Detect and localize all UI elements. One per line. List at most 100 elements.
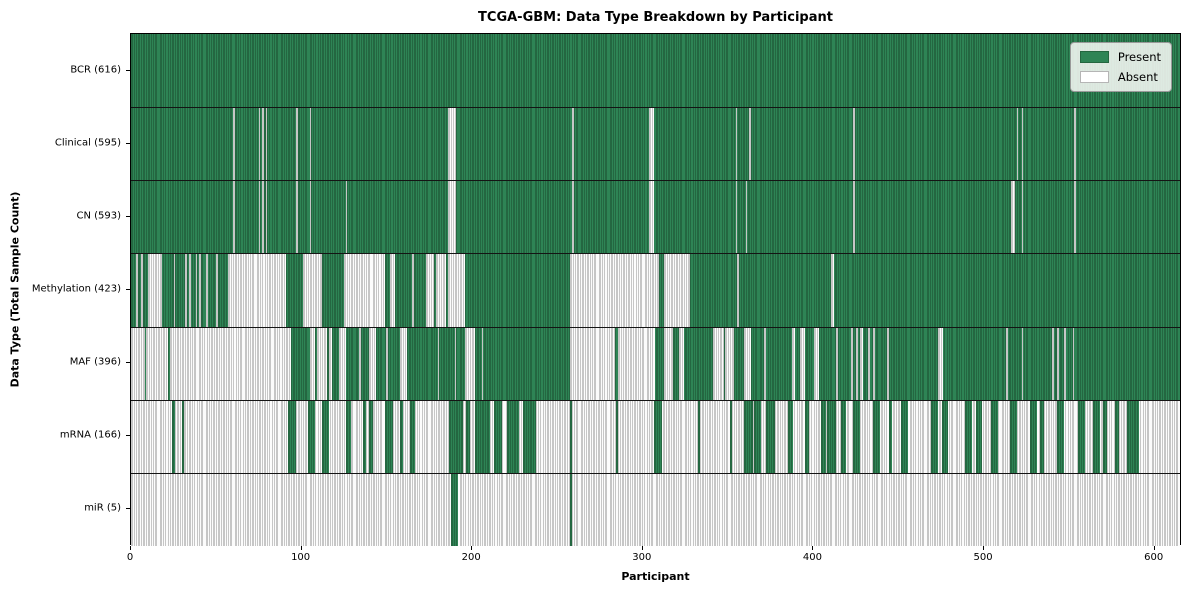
y-tick-mark	[126, 362, 130, 364]
absent-segment	[328, 326, 332, 400]
y-tick-label-bcr: BCR (616)	[70, 64, 121, 76]
present-segment	[1077, 399, 1085, 473]
present-segment	[449, 399, 464, 473]
absent-segment	[853, 107, 855, 181]
y-tick-label-mrna: mRNA (166)	[59, 429, 121, 441]
absent-segment	[205, 253, 208, 327]
absent-segment	[265, 107, 268, 181]
y-tick-mark	[126, 215, 130, 217]
absent-segment	[262, 107, 264, 181]
absent-segment	[572, 107, 574, 181]
x-tick-label-0: 0	[126, 552, 134, 563]
x-tick-mark	[300, 546, 302, 550]
present-segment	[931, 399, 939, 473]
absent-segment	[744, 326, 751, 400]
present-segment	[171, 399, 176, 473]
absent-segment	[309, 326, 315, 400]
present-segment	[698, 399, 700, 473]
x-tick-label-400: 400	[802, 552, 822, 563]
absent-segment	[136, 253, 138, 327]
absent-segment	[338, 326, 346, 400]
present-segment	[182, 399, 184, 473]
absent-segment	[309, 180, 312, 254]
y-tick-mark	[126, 69, 130, 71]
present-segment	[451, 472, 458, 546]
x-tick-mark	[983, 546, 985, 550]
absent-segment	[1011, 180, 1015, 254]
present-segment	[308, 399, 315, 473]
legend-label-absent: Absent	[1117, 70, 1158, 84]
chart-title: TCGA-GBM: Data Type Breakdown by Partici…	[478, 10, 833, 25]
y-tick-label-clinical: Clinical (595)	[54, 137, 121, 149]
absent-segment	[1057, 326, 1060, 400]
absent-segment	[296, 180, 298, 254]
absent-segment	[425, 253, 435, 327]
absent-segment	[648, 107, 654, 181]
absent-segment	[1016, 107, 1019, 181]
present-segment	[522, 399, 537, 473]
absent-segment	[258, 107, 261, 181]
absent-segment	[830, 253, 835, 327]
present-segment	[570, 399, 573, 473]
absent-segment	[570, 253, 659, 327]
absent-segment	[1064, 326, 1066, 400]
present-segment	[1127, 399, 1140, 473]
present-segment	[345, 399, 351, 473]
absent-segment	[572, 180, 574, 254]
legend-entry-absent: Absent	[1079, 70, 1161, 84]
absent-segment	[664, 253, 690, 327]
row-separator	[131, 399, 1180, 401]
present-segment	[287, 399, 297, 473]
y-tick-mark	[126, 508, 130, 510]
present-segment	[369, 399, 373, 473]
absent-segment	[265, 180, 268, 254]
absent-swatch	[1079, 71, 1109, 83]
absent-segment	[464, 326, 475, 400]
absent-segment	[302, 253, 322, 327]
present-segment	[1103, 399, 1107, 473]
heatmap-row-maf	[131, 326, 1180, 400]
present-segment	[1040, 399, 1044, 473]
present-segment	[466, 399, 470, 473]
heatmap-row-bcr	[131, 34, 1180, 108]
y-tick-label-methylation: Methylation (423)	[31, 283, 121, 295]
absent-segment	[146, 326, 169, 400]
present-segment	[841, 399, 847, 473]
legend-label-present: Present	[1117, 50, 1161, 64]
absent-segment	[851, 326, 854, 400]
x-tick-mark	[812, 546, 814, 550]
absent-segment	[618, 326, 656, 400]
absent-segment	[648, 180, 654, 254]
absent-segment	[148, 253, 162, 327]
y-tick-label-maf: MAF (396)	[69, 356, 121, 368]
absent-segment	[195, 253, 198, 327]
absent-segment	[836, 326, 838, 400]
absent-segment	[800, 326, 806, 400]
heatmap-row-clinical	[131, 107, 1180, 181]
present-segment	[362, 399, 366, 473]
present-segment	[1030, 399, 1037, 473]
absent-segment	[868, 326, 871, 400]
absent-segment	[131, 326, 145, 400]
absent-segment	[735, 107, 738, 181]
absent-segment	[309, 107, 312, 181]
heatmap-row-mir	[131, 472, 1180, 546]
absent-segment	[258, 180, 261, 254]
absent-segment	[369, 326, 377, 400]
y-tick-label-cn: CN (593)	[76, 210, 121, 222]
row-separator	[131, 180, 1180, 182]
absent-segment	[859, 326, 864, 400]
absent-segment	[233, 180, 235, 254]
absent-segment	[359, 326, 361, 400]
absent-segment	[1074, 107, 1077, 181]
legend-entry-present: Present	[1079, 50, 1161, 64]
absent-segment	[735, 180, 738, 254]
absent-segment	[199, 253, 201, 327]
present-segment	[827, 399, 836, 473]
absent-segment	[749, 107, 751, 181]
x-tick-label-300: 300	[632, 552, 652, 563]
present-segment	[616, 399, 619, 473]
absent-segment	[447, 107, 457, 181]
absent-segment	[764, 326, 767, 400]
